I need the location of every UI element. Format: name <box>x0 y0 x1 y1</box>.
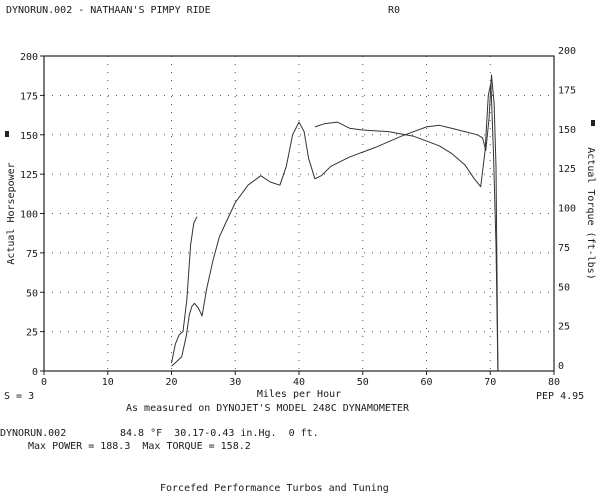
y-right-tick-label: 125 <box>558 164 576 175</box>
plot-frame <box>43 55 555 372</box>
x-tick-label: 80 <box>548 377 560 388</box>
y-right-tick-label: 150 <box>558 125 576 136</box>
dyno-chart: 0 10 20 30 40 50 60 70 8000252550507575100100125… <box>5 46 596 400</box>
x-tick-label: 70 <box>484 377 496 388</box>
x-tick-label: 0 <box>41 377 47 388</box>
y-right-tick-label: 100 <box>558 204 576 215</box>
y-left-tick-label: 125 <box>20 170 38 181</box>
y-left-tick-label: 150 <box>20 131 38 142</box>
right-axis-marker <box>591 120 595 126</box>
y-left-tick-label: 175 <box>20 91 38 102</box>
series-line-2 <box>171 216 198 364</box>
x-tick-label: 50 <box>357 377 369 388</box>
measured-note: As measured on DYNOJET'S MODEL 248C DYNA… <box>126 403 409 414</box>
y-right-tick-label: 175 <box>558 85 576 96</box>
y-left-axis-title: Actual Horsepower <box>6 162 17 264</box>
y-left-tick-label: 50 <box>26 288 38 299</box>
y-left-tick-label: 75 <box>26 249 38 260</box>
y-right-tick-label: 200 <box>558 46 576 57</box>
y-right-tick-label: 50 <box>558 282 570 293</box>
y-right-axis-title: Actual Torque (ft-lbs) <box>585 147 596 279</box>
y-right-tick-label: 75 <box>558 243 570 254</box>
x-tick-label: 10 <box>102 377 114 388</box>
x-tick-label: 40 <box>293 377 305 388</box>
x-tick-label: 20 <box>165 377 177 388</box>
y-right-tick-label: 0 <box>558 361 564 372</box>
y-left-tick-label: 100 <box>20 210 38 221</box>
y-left-tick-label: 25 <box>26 328 38 339</box>
series-line-1 <box>171 74 499 372</box>
pep-value: PEP 4.95 <box>536 391 585 402</box>
series-line-3 <box>314 82 499 372</box>
max-values: Max POWER = 188.3 Max TORQUE = 158.2 <box>28 441 251 452</box>
shop-name: Forcefed Performance Turbos and Tuning <box>160 483 389 494</box>
y-left-tick-label: 0 <box>32 367 38 378</box>
y-right-tick-label: 25 <box>558 322 570 333</box>
conditions: 84.8 °F 30.17-0.43 in.Hg. 0 ft. <box>120 428 319 439</box>
run-tag: R0 <box>388 5 401 16</box>
left-axis-marker <box>5 131 9 137</box>
x-axis-title: Miles per Hour <box>257 389 341 400</box>
x-tick-label: 30 <box>229 377 241 388</box>
run-file: DYNORUN.002 <box>0 428 67 439</box>
y-left-tick-label: 200 <box>20 52 38 63</box>
run-title: DYNORUN.002 - NATHAAN'S PIMPY RIDE <box>6 5 211 16</box>
x-tick-label: 60 <box>420 377 432 388</box>
s-value: S = 3 <box>4 391 35 402</box>
